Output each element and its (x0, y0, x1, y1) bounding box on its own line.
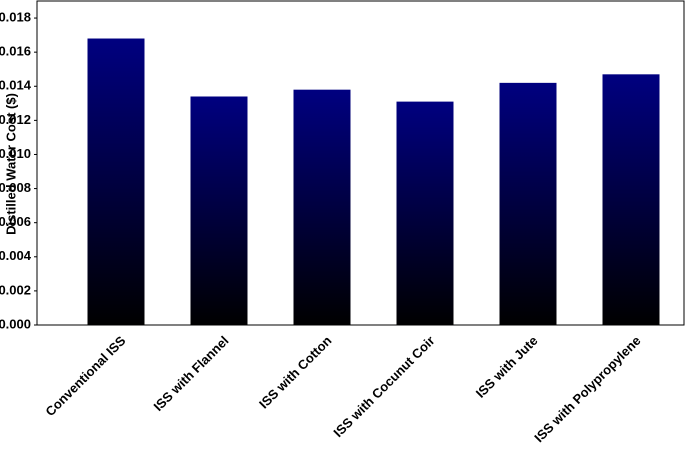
y-tick-label: 0.016 (0, 44, 31, 59)
y-tick-label: 0.006 (0, 214, 31, 229)
x-tick-label: ISS with Cotton (256, 333, 335, 412)
bar (293, 89, 351, 326)
y-tick-label: 0.012 (0, 112, 31, 127)
y-tick-label: 0.018 (0, 9, 31, 24)
y-tick-label: 0.004 (0, 248, 32, 263)
plot-frame (36, 0, 685, 326)
bar (190, 96, 248, 325)
y-tick-label: 0.010 (0, 146, 31, 161)
bar (87, 38, 145, 326)
y-axis-label: Distilled Water Cost ($) (3, 93, 18, 235)
bar (602, 74, 660, 325)
x-tick-label: ISS with Cocunut Coir (330, 333, 437, 440)
bar (499, 82, 557, 325)
x-tick-label: ISS with Polypropylene (531, 333, 643, 445)
y-tick-label: 0.014 (0, 78, 32, 93)
x-tick-label: Conventional ISS (42, 333, 128, 419)
y-tick-label: 0.000 (0, 316, 31, 331)
x-tick-label: ISS with Flannel (150, 333, 231, 414)
y-tick-label: 0.002 (0, 282, 31, 297)
bar (396, 101, 454, 325)
y-tick-label: 0.008 (0, 180, 31, 195)
x-tick-label: ISS with Jute (473, 333, 541, 401)
